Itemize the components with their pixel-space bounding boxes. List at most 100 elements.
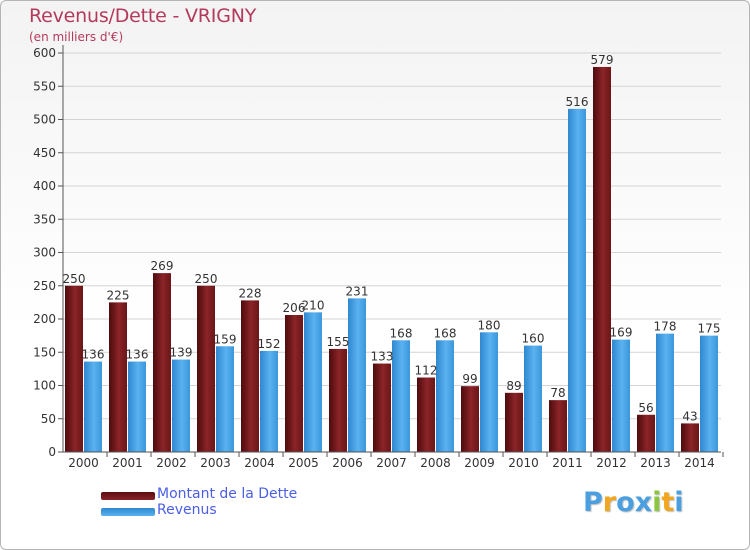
data-label-dette: 112 xyxy=(415,364,438,378)
x-tick-label: 2008 xyxy=(420,456,451,470)
bars xyxy=(65,66,718,453)
data-label-dette: 43 xyxy=(682,409,697,423)
data-label-revenus: 168 xyxy=(434,326,457,340)
bar-revenus xyxy=(700,335,718,452)
logo-letter: i xyxy=(652,487,662,518)
legend-swatch-revenus xyxy=(101,508,155,516)
data-label-revenus: 178 xyxy=(654,320,677,334)
x-tick-label: 2007 xyxy=(376,456,407,470)
data-label-revenus: 152 xyxy=(258,337,281,351)
y-tick-label: 100 xyxy=(33,379,56,393)
bar-revenus xyxy=(568,108,586,453)
logo-letter: o xyxy=(616,487,635,518)
data-label-revenus: 139 xyxy=(170,346,193,360)
logo-letter: x xyxy=(634,487,653,518)
x-tick-label: 2003 xyxy=(200,456,231,470)
x-tick-label: 2011 xyxy=(552,456,583,470)
legend-label-revenus: Revenus xyxy=(157,502,217,518)
bar-dette xyxy=(593,66,611,452)
x-tick-label: 2001 xyxy=(112,456,143,470)
bar-dette xyxy=(637,414,655,452)
data-label-revenus: 175 xyxy=(698,322,721,336)
bar-dette xyxy=(461,386,479,452)
data-label-dette: 228 xyxy=(239,286,262,300)
legend-label-dette: Montant de la Dette xyxy=(157,486,298,502)
bar-revenus xyxy=(612,339,630,452)
bar-dette xyxy=(109,302,127,452)
bar-dette xyxy=(197,285,215,452)
x-tick-label: 2005 xyxy=(288,456,319,470)
data-label-revenus: 169 xyxy=(610,326,633,340)
x-tick-label: 2004 xyxy=(244,456,275,470)
bar-chart: 0 50 100 150 200 250 300 350 400 450 500 550 600 250… xyxy=(33,45,724,470)
chart-title: Revenus/Dette - VRIGNY xyxy=(29,5,257,27)
data-label-dette: 206 xyxy=(283,301,306,315)
bar-revenus xyxy=(216,346,234,452)
data-label-dette: 155 xyxy=(327,335,350,349)
x-tick-label: 2009 xyxy=(464,456,495,470)
y-tick-label: 450 xyxy=(33,146,56,160)
data-label-dette: 56 xyxy=(638,401,653,415)
data-label-revenus: 160 xyxy=(522,332,545,346)
data-label-dette: 579 xyxy=(591,53,614,67)
y-tick-label: 350 xyxy=(33,212,56,226)
x-tick-label: 2010 xyxy=(508,456,539,470)
data-label-dette: 78 xyxy=(550,386,565,400)
bar-revenus xyxy=(524,345,542,452)
data-label-revenus: 516 xyxy=(566,95,589,109)
x-tick-label: 2014 xyxy=(684,456,715,470)
bar-dette xyxy=(153,273,171,452)
bar-revenus xyxy=(128,361,146,452)
data-label-dette: 133 xyxy=(371,350,394,364)
bar-revenus xyxy=(480,332,498,452)
y-tick-label: 50 xyxy=(41,412,56,426)
x-tick-label: 2013 xyxy=(640,456,671,470)
y-tick-label: 300 xyxy=(33,246,56,260)
y-axis: 0 50 100 150 200 250 300 350 400 450 500 550 600 xyxy=(33,45,64,459)
bar-dette xyxy=(549,400,567,452)
bar-dette xyxy=(241,300,259,452)
bar-dette xyxy=(329,348,347,452)
data-label-dette: 99 xyxy=(462,372,477,386)
bar-dette xyxy=(65,285,83,452)
bar-dette xyxy=(505,392,523,452)
data-label-revenus: 168 xyxy=(390,326,413,340)
data-label-revenus: 159 xyxy=(214,332,237,346)
logo-letter: r xyxy=(602,487,617,518)
bar-dette xyxy=(285,315,303,452)
data-label-revenus: 136 xyxy=(82,348,105,362)
y-tick-label: 500 xyxy=(33,113,56,127)
bar-revenus xyxy=(172,359,190,452)
y-tick-label: 150 xyxy=(33,345,56,359)
data-label-revenus: 210 xyxy=(302,298,325,312)
logo-letter: P xyxy=(583,487,603,518)
y-tick-label: 600 xyxy=(33,46,56,60)
bar-dette xyxy=(417,377,435,452)
logo-letter: i xyxy=(674,487,684,518)
bar-dette xyxy=(373,363,391,452)
x-tick-label: 2006 xyxy=(332,456,363,470)
x-axis: 2000 2001 2002 2003 2004 2005 2006 2007 2008 2009… xyxy=(63,451,724,470)
chart-subtitle: (en milliers d'€) xyxy=(29,30,124,44)
data-label-revenus: 231 xyxy=(346,284,369,298)
bar-revenus xyxy=(348,298,366,452)
data-label-dette: 269 xyxy=(151,259,174,273)
data-label-dette: 250 xyxy=(195,272,218,286)
bar-revenus xyxy=(392,340,410,452)
bar-revenus xyxy=(260,350,278,452)
y-tick-label: 400 xyxy=(33,179,56,193)
proxiti-logo: Proxiti xyxy=(583,487,684,518)
y-tick-label: 250 xyxy=(33,279,56,293)
bar-dette xyxy=(681,423,699,452)
data-label-revenus: 136 xyxy=(126,348,149,362)
data-label-revenus: 180 xyxy=(478,318,501,332)
x-tick-label: 2000 xyxy=(68,456,99,470)
y-tick-label: 200 xyxy=(33,312,56,326)
logo-letter: t xyxy=(661,487,675,518)
x-tick-label: 2002 xyxy=(156,456,187,470)
legend-swatch-dette xyxy=(101,492,155,500)
bar-revenus xyxy=(84,361,102,452)
bar-revenus xyxy=(436,340,454,452)
